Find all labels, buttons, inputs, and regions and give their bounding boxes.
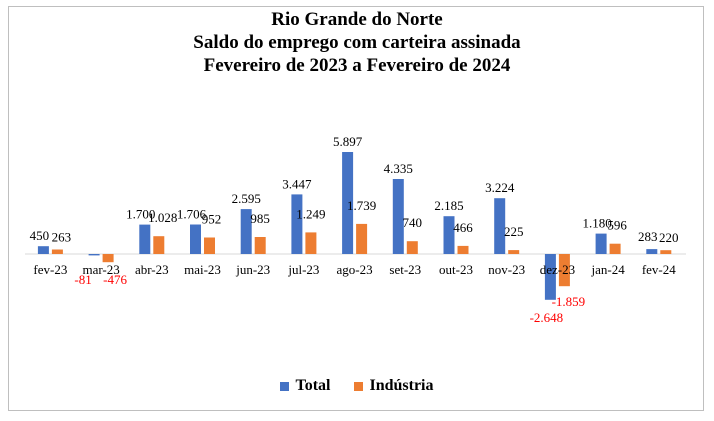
bar-total-abr-23	[139, 224, 151, 254]
x-tick-label-set-23: set-23	[389, 262, 421, 277]
data-label-total-jan-24: 1.180	[582, 216, 611, 231]
legend-item-total: Total	[280, 377, 330, 395]
legend-label-industria: Indústria	[369, 377, 434, 394]
chart-title-line-3: Fevereiro de 2023 a Fevereiro de 2024	[203, 55, 511, 76]
bar-total-fev-24	[646, 249, 658, 254]
bar-total-mar-23	[88, 254, 100, 256]
data-label-industria-mai-23: 952	[202, 212, 222, 227]
x-tick-label-dez-23: dez-23	[540, 262, 575, 277]
chart-title-line-2: Saldo do emprego com carteira assinada	[193, 32, 521, 53]
bar-industria-mar-23	[102, 254, 114, 263]
bar-industria-abr-23	[153, 236, 165, 254]
data-label-total-fev-24: 283	[638, 229, 658, 244]
x-tick-label-jun-23: jun-23	[235, 262, 270, 277]
chart-title: Rio Grande do Norte Saldo do emprego com…	[0, 8, 714, 77]
data-label-industria-out-23: 466	[453, 220, 473, 235]
bar-total-set-23	[392, 179, 404, 254]
data-label-industria-mar-23: -476	[103, 272, 127, 287]
bar-industria-ago-23	[356, 223, 368, 254]
data-label-industria-jun-23: 985	[250, 211, 270, 226]
bar-total-mai-23	[190, 224, 201, 254]
bar-industria-mai-23	[204, 237, 215, 254]
bar-total-dez-23	[544, 254, 556, 300]
x-tick-label-abr-23: abr-23	[135, 262, 169, 277]
data-label-industria-jan-24: 596	[607, 218, 627, 233]
bar-total-out-23	[443, 216, 455, 254]
bar-total-jul-23	[291, 194, 303, 254]
bar-industria-jul-23	[305, 232, 317, 254]
data-label-total-ago-23: 5.897	[333, 134, 363, 149]
bar-total-fev-23	[37, 246, 49, 254]
legend-swatch-industria	[354, 381, 364, 391]
bar-industria-jan-24	[609, 243, 621, 254]
bar-industria-fev-24	[660, 250, 672, 254]
data-label-total-dez-23: -2.648	[530, 310, 564, 325]
bar-total-ago-23	[342, 152, 354, 254]
x-tick-label-fev-23: fev-23	[33, 262, 67, 277]
data-label-industria-fev-23: 263	[52, 230, 72, 245]
x-tick-label-ago-23: ago-23	[337, 262, 373, 277]
bar-industria-dez-23	[558, 254, 570, 287]
data-label-industria-fev-24: 220	[659, 230, 679, 245]
data-label-industria-dez-23: -1.859	[552, 294, 586, 309]
data-label-total-abr-23: 1.700	[126, 207, 155, 222]
data-label-industria-nov-23: 225	[504, 224, 524, 239]
x-tick-label-jan-24: jan-24	[590, 262, 625, 277]
data-label-industria-ago-23: 1.739	[347, 198, 376, 213]
chart-frame	[8, 6, 704, 411]
data-label-industria-abr-23: 1.028	[148, 210, 177, 225]
data-label-industria-jul-23: 1.249	[296, 206, 325, 221]
x-tick-label-mar-23: mar-23	[82, 262, 119, 277]
legend-item-industria: Indústria	[354, 377, 434, 395]
bar-industria-jun-23	[254, 237, 266, 254]
bar-total-jan-24	[595, 233, 607, 254]
legend-swatch-total	[280, 381, 290, 391]
bar-total-jun-23	[240, 209, 252, 254]
x-tick-label-mai-23: mai-23	[184, 262, 221, 277]
bar-total-nov-23	[494, 198, 506, 254]
data-label-total-mai-23: 1.706	[177, 207, 207, 222]
x-tick-label-out-23: out-23	[439, 262, 473, 277]
data-label-total-out-23: 2.185	[434, 198, 463, 213]
bar-industria-out-23	[457, 245, 469, 254]
data-label-industria-set-23: 740	[403, 215, 423, 230]
data-label-total-fev-23: 450	[30, 228, 50, 243]
legend-label-total: Total	[295, 377, 331, 394]
bar-industria-fev-23	[51, 249, 63, 254]
data-label-total-mar-23: -81	[74, 272, 91, 287]
x-tick-label-fev-24: fev-24	[642, 262, 676, 277]
data-label-total-jun-23: 2.595	[232, 191, 261, 206]
data-label-total-nov-23: 3.224	[485, 180, 515, 195]
bar-industria-nov-23	[508, 250, 520, 254]
data-label-total-jul-23: 3.447	[282, 176, 312, 191]
chart-title-line-1: Rio Grande do Norte	[271, 9, 443, 30]
x-tick-label-nov-23: nov-23	[488, 262, 525, 277]
bar-industria-set-23	[406, 241, 418, 254]
data-label-total-set-23: 4.335	[384, 161, 413, 176]
x-tick-label-jul-23: jul-23	[287, 262, 319, 277]
chart-legend: Total Indústria	[0, 377, 714, 396]
